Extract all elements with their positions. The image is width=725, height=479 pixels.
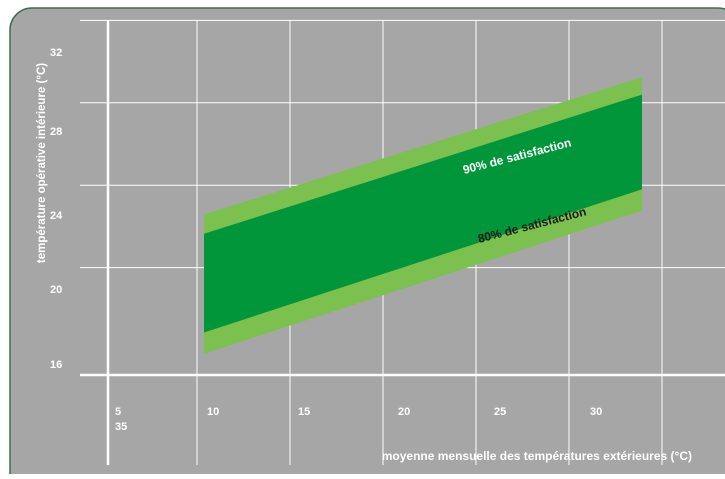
band-layer — [204, 77, 642, 354]
x-tick-label: 15 — [298, 406, 310, 418]
y-tick-label: 32 — [50, 47, 62, 59]
x-tick-label: 10 — [207, 406, 219, 418]
y-axis-label: température opérative intérieure (°C) — [36, 63, 48, 263]
y-tick-label: 20 — [50, 284, 62, 296]
x-tick-label: 25 — [494, 406, 506, 418]
x-tick-label: 20 — [398, 406, 410, 418]
y-tick-label: 28 — [50, 126, 62, 138]
axis-layer — [80, 20, 725, 465]
x-axis-label: moyenne mensuelle des températures extér… — [382, 449, 692, 463]
y-tick-label: 16 — [50, 359, 62, 371]
x-tick-label: 5 — [115, 406, 121, 418]
x-tick-label: 30 — [590, 406, 602, 418]
y-tick-label: 24 — [50, 210, 63, 222]
band-90-satisfaction — [204, 94, 642, 333]
x-tick-label-extra: 35 — [115, 421, 127, 433]
